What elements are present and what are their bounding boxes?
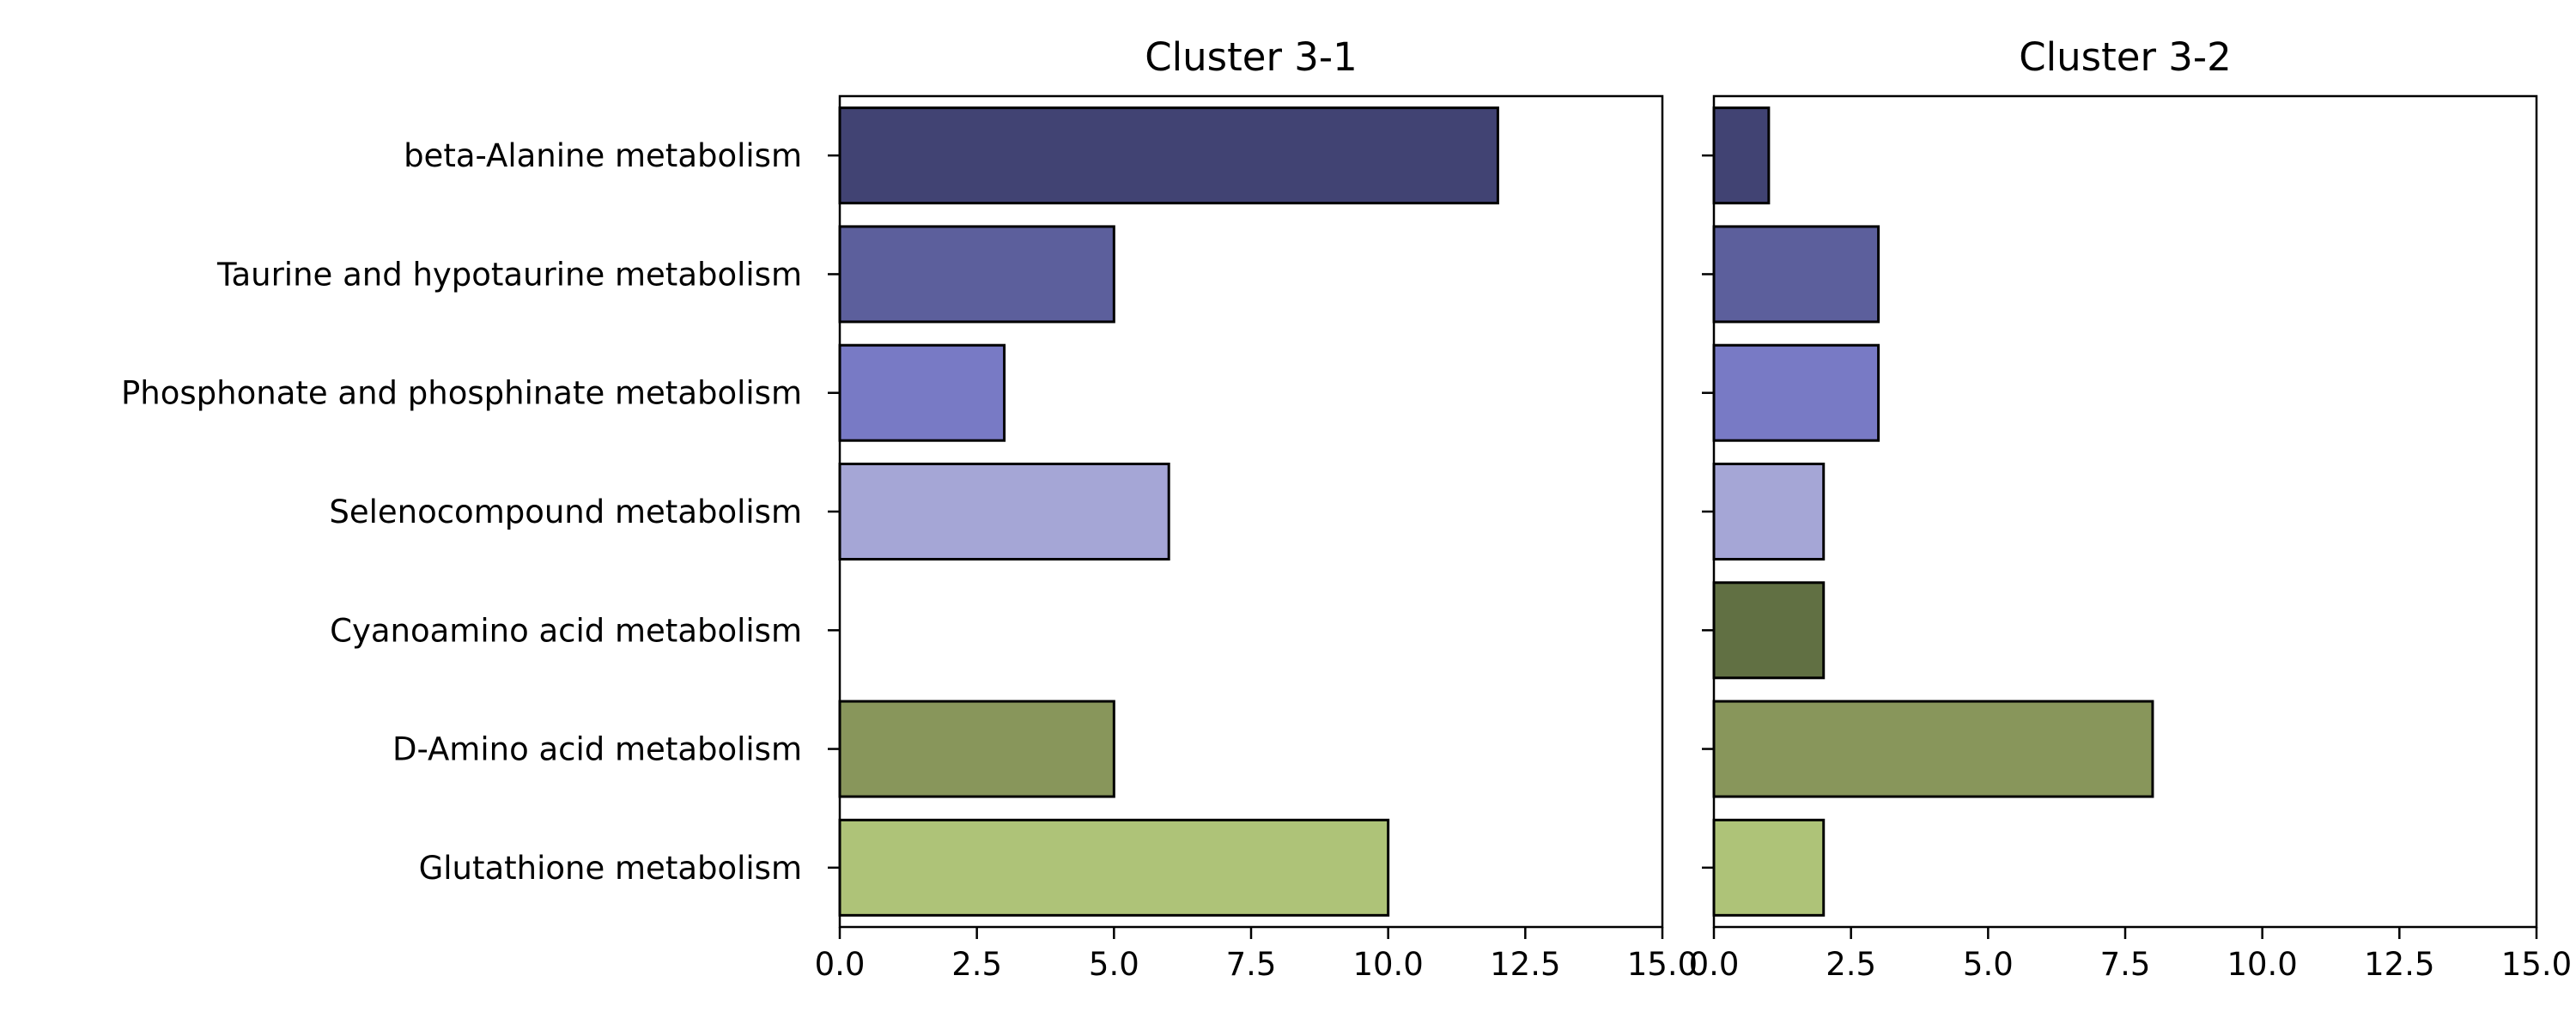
- y-tick-label: Cyanoamino acid metabolism: [330, 612, 802, 649]
- panel-cluster-3-1: Cluster 3-1 0.0 2.5 5.0 7.5 10.0 12.5 15.0 beta-…: [121, 34, 1698, 983]
- y-tick-label: Selenocompound metabolism: [329, 494, 802, 530]
- bar: [838, 343, 1006, 442]
- bar: [1712, 581, 1826, 680]
- plot-frame: [1712, 94, 2538, 929]
- y-tick-label: Taurine and hypotaurine metabolism: [216, 256, 802, 293]
- y-tick-label: D-Amino acid metabolism: [392, 731, 802, 768]
- x-tick-label: 5.0: [1089, 946, 1139, 983]
- bar: [838, 463, 1170, 560]
- y-tick-label: Phosphonate and phosphinate metabolism: [121, 375, 802, 412]
- x-tick-label: 5.0: [1963, 946, 2014, 983]
- y-tick-label: beta-Alanine metabolism: [404, 137, 802, 174]
- x-tick-label: 12.5: [1490, 946, 1560, 983]
- x-tick-label: 12.5: [2364, 946, 2434, 983]
- chart-title: Cluster 3-1: [1145, 34, 1358, 80]
- x-tick-label: 10.0: [2227, 946, 2297, 983]
- x-tick-label: 15.0: [1627, 946, 1698, 983]
- bar: [1712, 818, 1826, 917]
- y-tick-label: Glutathione metabolism: [419, 850, 802, 887]
- bar: [1712, 343, 1880, 442]
- x-tick-label: 2.5: [951, 946, 1002, 983]
- bar: [1712, 225, 1880, 324]
- x-tick-label: 2.5: [1826, 946, 1876, 983]
- bar: [1712, 700, 2154, 798]
- bar: [838, 818, 1390, 917]
- x-tick-label: 7.5: [2100, 946, 2151, 983]
- panel-cluster-3-2: Cluster 3-2 0.0 2.5 5.0 7.5 10.0 12.5 15.0: [1689, 34, 2573, 983]
- x-tick-label: 0.0: [1689, 946, 1740, 983]
- bar: [838, 225, 1115, 324]
- x-tick-label: 15.0: [2501, 946, 2572, 983]
- x-tick-label: 0.0: [815, 946, 866, 983]
- bar: [1712, 106, 1771, 205]
- x-tick-label: 7.5: [1226, 946, 1277, 983]
- bar: [838, 700, 1115, 798]
- chart-title: Cluster 3-2: [2019, 34, 2232, 80]
- bar: [838, 106, 1499, 205]
- x-tick-label: 10.0: [1352, 946, 1423, 983]
- bar: [1712, 463, 1826, 560]
